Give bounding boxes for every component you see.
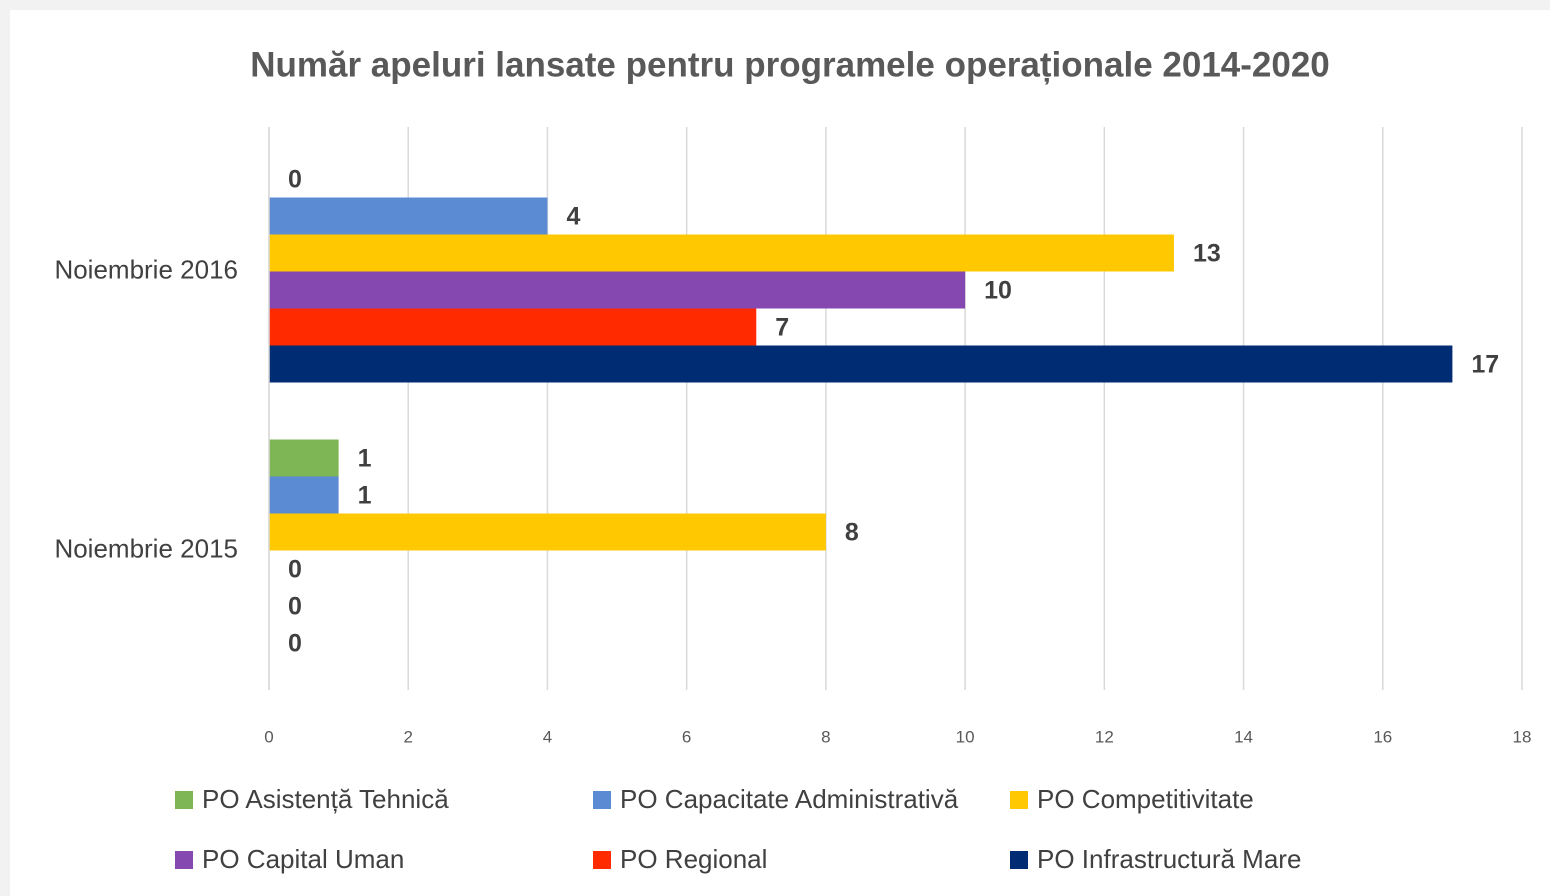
- x-tick-label: 14: [1234, 727, 1253, 746]
- legend-label: PO Infrastructură Mare: [1037, 844, 1301, 874]
- x-tick-label: 16: [1373, 727, 1392, 746]
- bar: [269, 345, 1453, 383]
- legend-swatch: [593, 791, 611, 809]
- legend-swatch: [1010, 851, 1028, 869]
- y-tick-label: Noiembrie 2015: [54, 533, 238, 563]
- legend-label: PO Capacitate Administrativă: [620, 784, 959, 814]
- bar: [269, 308, 757, 346]
- x-tick-label: 18: [1513, 727, 1532, 746]
- y-tick-label: Noiembrie 2016: [54, 254, 238, 284]
- data-label: 0: [288, 593, 302, 621]
- bar: [269, 271, 966, 309]
- x-tick-label: 0: [264, 727, 273, 746]
- x-tick-label: 2: [403, 727, 412, 746]
- data-label: 0: [288, 166, 302, 194]
- legend-swatch: [1010, 791, 1028, 809]
- legend-label: PO Asistență Tehnică: [202, 784, 449, 814]
- chart-area: [10, 10, 1550, 896]
- legend-label: PO Regional: [620, 844, 767, 874]
- legend-swatch: [593, 851, 611, 869]
- legend-swatch: [175, 791, 193, 809]
- data-label: 1: [358, 445, 372, 473]
- x-tick-label: 10: [956, 727, 975, 746]
- x-tick-label: 6: [682, 727, 691, 746]
- legend-swatch: [175, 851, 193, 869]
- data-label: 0: [288, 556, 302, 584]
- data-label: 1: [358, 482, 372, 510]
- legend-label: PO Capital Uman: [202, 844, 404, 874]
- data-label: 7: [775, 314, 789, 342]
- data-label: 17: [1471, 351, 1499, 379]
- data-label: 8: [845, 519, 859, 547]
- bar: [269, 476, 339, 514]
- data-label: 4: [566, 203, 580, 231]
- bar: [269, 513, 826, 551]
- bar: [269, 197, 548, 235]
- data-label: 0: [288, 630, 302, 658]
- x-tick-label: 8: [821, 727, 830, 746]
- x-tick-label: 12: [1095, 727, 1114, 746]
- data-label: 10: [984, 277, 1012, 305]
- chart-title: Număr apeluri lansate pentru programele …: [250, 45, 1330, 84]
- legend-label: PO Competitivitate: [1037, 784, 1254, 814]
- data-label: 13: [1193, 240, 1221, 268]
- bar: [269, 439, 339, 477]
- x-tick-label: 4: [543, 727, 552, 746]
- bar: [269, 234, 1174, 272]
